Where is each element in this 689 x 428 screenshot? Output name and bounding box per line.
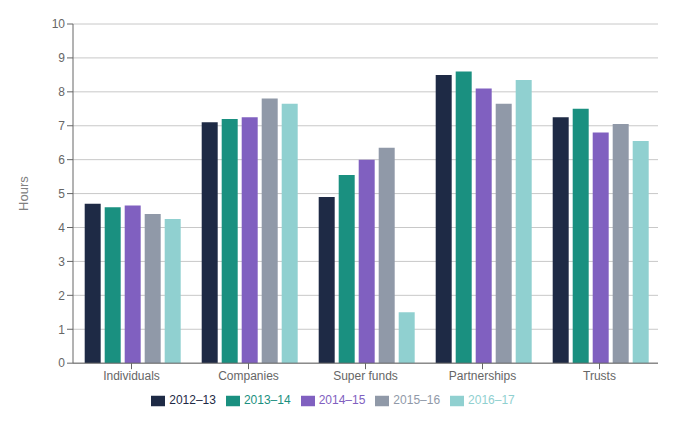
svg-text:10: 10 [52, 17, 66, 31]
html-text:2015–16: 2015–16 [393, 393, 441, 408]
svg-text:1: 1 [58, 323, 65, 337]
html-text:2016–17: 2016–17 [468, 393, 515, 408]
svg-text:Individuals: Individuals [103, 369, 160, 383]
svg-text:Hours: Hours [16, 176, 31, 211]
html-text:2013–14: 2013–14 [243, 393, 291, 408]
svg-text:5: 5 [58, 187, 65, 201]
html-text:2012–13: 2012–13 [169, 393, 216, 408]
svg-text:9: 9 [58, 51, 65, 65]
svg-text:Trusts: Trusts [583, 369, 616, 383]
svg-text:6: 6 [58, 153, 65, 167]
html-text:2014–15: 2014–15 [318, 393, 366, 408]
svg-text:4: 4 [58, 221, 65, 235]
svg-text:Partnerships: Partnerships [449, 369, 516, 383]
svg-text:Companies: Companies [218, 369, 279, 383]
svg-text:Super funds: Super funds [333, 369, 398, 383]
svg-text:0: 0 [58, 356, 65, 370]
svg-text:2: 2 [58, 289, 65, 303]
svg-text:3: 3 [58, 255, 65, 269]
svg-text:7: 7 [58, 119, 65, 133]
svg-text:8: 8 [58, 85, 65, 99]
